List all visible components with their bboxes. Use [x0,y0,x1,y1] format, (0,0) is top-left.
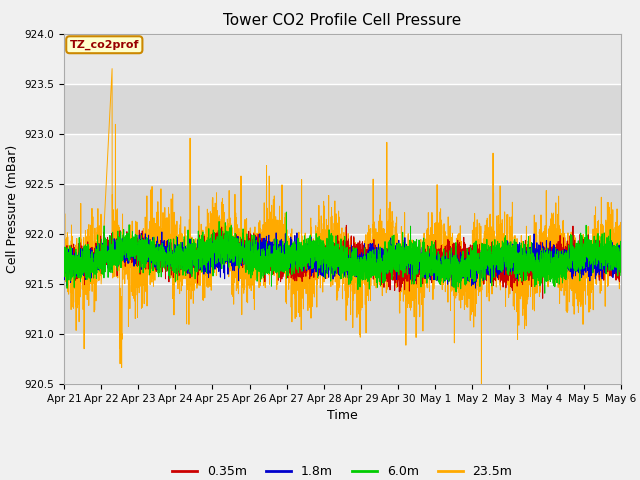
Bar [64,84,621,134]
Legend: 0.35m, 1.8m, 6.0m, 23.5m: 0.35m, 1.8m, 6.0m, 23.5m [167,460,518,480]
Bar [64,184,621,234]
Bar [64,334,621,384]
Y-axis label: Cell Pressure (mBar): Cell Pressure (mBar) [6,144,19,273]
Bar [64,134,621,184]
Bar [64,234,621,284]
Text: TZ_co2prof: TZ_co2prof [70,40,139,50]
X-axis label: Time: Time [327,409,358,422]
Bar [64,284,621,334]
Title: Tower CO2 Profile Cell Pressure: Tower CO2 Profile Cell Pressure [223,13,461,28]
Bar [64,34,621,84]
